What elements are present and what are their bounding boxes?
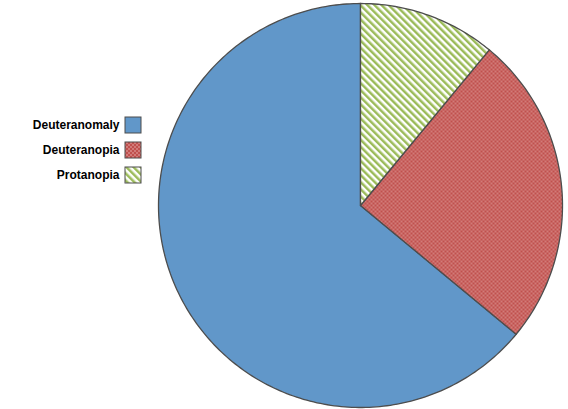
- svg-text:Protanopia: Protanopia: [57, 168, 120, 182]
- svg-text:Deuteranopia: Deuteranopia: [43, 143, 120, 157]
- svg-text:Deuteranomaly: Deuteranomaly: [33, 118, 120, 132]
